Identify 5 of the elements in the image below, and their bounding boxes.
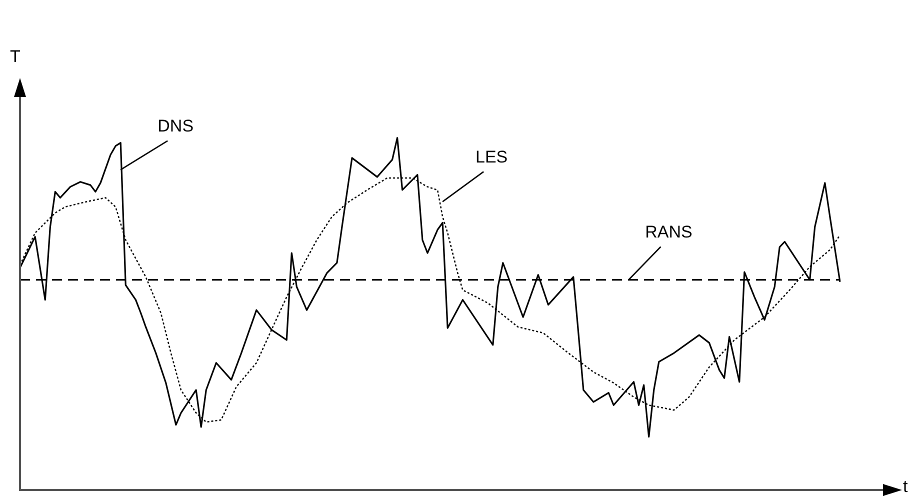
y-axis-title: T xyxy=(10,47,20,66)
x-axis-title: t xyxy=(903,477,908,496)
text: DNS xyxy=(158,116,194,136)
text: LES xyxy=(476,147,508,166)
text: RANS xyxy=(645,222,692,242)
